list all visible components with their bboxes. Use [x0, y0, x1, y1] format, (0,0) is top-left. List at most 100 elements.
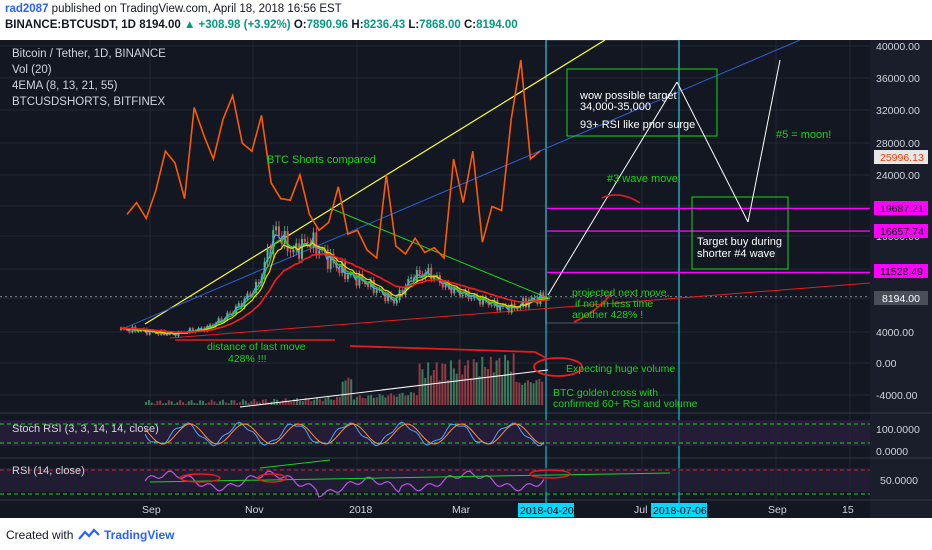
volume-bar [159, 400, 162, 405]
candle-body [257, 281, 260, 284]
rsi-title: RSI (14, close) [12, 465, 85, 477]
target-box [566, 68, 718, 137]
candle-body [346, 274, 349, 280]
rsi-line [144, 470, 545, 498]
stoch-axis-label: 100.0000 [876, 424, 920, 436]
volume-trendline [239, 369, 549, 408]
candle-body [410, 277, 413, 279]
price-axis-label: 32000.00 [876, 105, 920, 117]
volume-bar [390, 393, 393, 405]
rsi-axis-label: 50.0000 [880, 475, 918, 487]
volume-bar [478, 376, 481, 405]
volume-bar [398, 393, 401, 405]
legend-vol: Vol (20) [12, 64, 52, 76]
volume-bar [150, 402, 153, 405]
volume-bar [469, 378, 472, 405]
high-label: H: [351, 19, 364, 31]
chart-header: rad2087 published on TradingView.com, Ap… [0, 0, 932, 40]
date-tag-2: 2018-07-06 [653, 505, 707, 517]
volume-bar [355, 396, 358, 405]
candle-body [525, 298, 528, 308]
note-proj-2: if not in less time [575, 298, 653, 310]
price-axis-background [870, 40, 932, 518]
volume-bar [261, 399, 264, 405]
time-axis-label: Nov [245, 504, 264, 516]
volume-bar [455, 373, 458, 405]
volume-bar [484, 366, 487, 405]
volume-bar [233, 400, 236, 405]
candle-body [510, 303, 513, 313]
date-tag-1: 2018-04-20 [520, 505, 574, 517]
volume-bar [256, 401, 259, 405]
volume-bar [236, 403, 239, 405]
time-axis-label: 2018 [349, 504, 373, 516]
volume-bar [509, 371, 512, 405]
note-target-1: wow possible target [579, 90, 677, 102]
price-axis-label: -4000.00 [876, 390, 918, 402]
tradingview-brand[interactable]: TradingView [104, 528, 175, 542]
volume-bar [464, 365, 467, 405]
volume-bar [162, 403, 165, 405]
rsi-band [0, 468, 870, 492]
volume-bar [535, 380, 538, 405]
tag-level1-bg [874, 201, 928, 215]
volume-bar [341, 381, 344, 405]
note-buy-2: shorter #4 wave [697, 248, 775, 260]
candle-body [444, 282, 447, 288]
volume-bar [324, 398, 327, 405]
volume-bar [501, 375, 504, 405]
volume-circle [533, 357, 583, 377]
stoch-axis-label: 0.0000 [876, 446, 908, 458]
author-name[interactable]: rad2087 [5, 3, 49, 15]
candle-body [375, 289, 378, 294]
volume-bar [467, 360, 470, 405]
volume-bar [278, 402, 281, 405]
stoch-d-line [144, 423, 545, 445]
volume-bar [250, 400, 253, 405]
volume-bar [190, 400, 193, 405]
distance-arrow [349, 345, 547, 359]
volume-bar [404, 395, 407, 405]
volume-bar [430, 375, 432, 405]
candle-body [326, 249, 329, 269]
candle-body [441, 283, 444, 288]
volume-bar [213, 401, 216, 405]
close-label: C: [463, 19, 477, 31]
volume-bar [475, 362, 478, 405]
price-axis-label: 24000.00 [876, 170, 920, 182]
shorts-line [126, 59, 541, 260]
volume-bar [290, 401, 293, 405]
note-cross-2: confirmed 60+ RSI and volume [553, 398, 698, 410]
candle-body [315, 232, 318, 255]
candle-body [427, 267, 430, 273]
note-shorts: BTC Shorts compared [267, 154, 376, 166]
rsi-circle [257, 473, 287, 483]
volume-bar [281, 400, 284, 405]
candle-body [321, 250, 324, 252]
price-change: ▲ +308.98 (+3.92%) [183, 19, 291, 31]
candle-body [355, 273, 358, 286]
volume-bar [287, 400, 290, 405]
volume-bar [444, 363, 447, 405]
volume-bar [441, 363, 444, 405]
close-value: 8194.00 [476, 19, 518, 31]
volume-bar [147, 400, 150, 405]
volume-bar [375, 397, 378, 405]
buy-box [691, 196, 789, 270]
chart-canvas[interactable]: 40000.00 36000.00 32000.00 28000.00 24000.00… [0, 40, 932, 518]
candle-body [507, 306, 510, 313]
volume-bar [293, 399, 296, 405]
volume-bar [204, 403, 207, 405]
note-proj-1: projected next move, [572, 287, 669, 299]
volume-bar [418, 363, 421, 405]
note-moon: #5 = moon! [776, 129, 831, 141]
date-range-box [545, 40, 680, 324]
volume-bar [335, 396, 338, 405]
candle-body [157, 333, 160, 335]
candle-body [392, 299, 395, 304]
volume-bar [498, 357, 501, 405]
tag-level1: 19687.21 [880, 203, 924, 215]
volume-bar [367, 395, 370, 405]
candle-body [430, 267, 433, 280]
volume-bar [247, 403, 250, 405]
